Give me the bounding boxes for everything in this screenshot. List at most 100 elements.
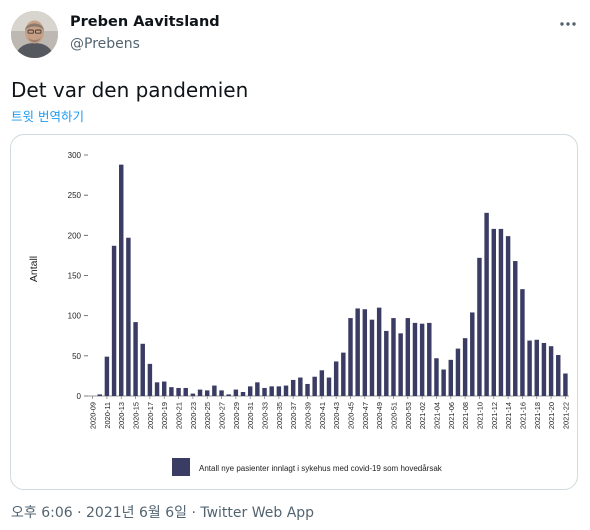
x-tick-label: 2020-17	[146, 402, 155, 429]
x-tick-label: 2020-23	[189, 402, 198, 429]
bar-2021-16	[520, 289, 525, 396]
bar-2020-22	[183, 387, 188, 396]
x-tick-label: 2021-22	[561, 402, 570, 429]
bar-2020-13	[119, 164, 124, 396]
bar-2020-36	[283, 385, 289, 396]
bar-2020-17	[147, 363, 153, 396]
bar-2020-15	[133, 322, 138, 396]
bar-2020-18	[154, 382, 160, 396]
bar-2020-20	[169, 387, 174, 396]
x-tick-label: 2021-04	[432, 402, 441, 429]
x-tick-label: 2020-11	[103, 402, 112, 429]
bar-2020-31	[247, 386, 253, 396]
bar-2021-07	[455, 348, 461, 396]
bar-2021-15	[513, 261, 518, 396]
bar-2020-14	[126, 237, 131, 396]
tweet-metadata: 오후 6:06 · 2021년 6월 6일 · Twitter Web App	[11, 502, 314, 522]
y-tick-label: 300	[68, 151, 82, 160]
bar-2020-19	[162, 381, 167, 396]
bar-2020-43	[333, 361, 339, 396]
x-tick-label: 2021-08	[461, 402, 470, 429]
x-tick-label: 2020-25	[203, 402, 212, 429]
y-tick-label: 0	[77, 392, 82, 401]
bar-2021-09	[470, 312, 475, 396]
bar-2020-35	[276, 386, 282, 396]
bar-2020-40	[312, 376, 317, 396]
bar-2020-16	[140, 343, 145, 396]
tweet-date[interactable]: 2021년 6월 6일	[86, 505, 187, 521]
x-tick-label: 2021-14	[504, 402, 513, 429]
bar-2020-41	[319, 370, 325, 396]
x-tick-label: 2020-09	[89, 402, 98, 429]
hospitalisation-bar-chart: 0 50 100 150 200 250 300 2020-09 2020-11 2020-13…	[28, 151, 570, 476]
y-tick-label: 50	[72, 352, 81, 361]
x-tick-label: 2020-51	[389, 402, 398, 429]
bar-2020-48	[369, 319, 375, 396]
bar-2021-14	[505, 236, 511, 396]
bar-2020-37	[290, 379, 296, 396]
x-tick-label: 2021-06	[447, 402, 456, 429]
avatar[interactable]	[11, 11, 58, 58]
bar-2020-42	[326, 377, 332, 396]
x-tick-label: 2020-45	[346, 402, 355, 429]
bar-2021-12	[491, 228, 496, 396]
author-handle[interactable]: @Prebens	[70, 36, 140, 52]
bar-2021-13	[498, 228, 504, 396]
bar-2021-02	[419, 323, 425, 396]
tweet-source[interactable]: Twitter Web App	[200, 505, 315, 521]
bar-2020-53	[405, 318, 411, 396]
x-tick-label: 2020-21	[175, 402, 184, 429]
bar-2021-05	[441, 369, 446, 396]
bar-2020-52	[398, 333, 403, 396]
bar-2020-30	[240, 391, 246, 396]
legend-swatch	[172, 458, 190, 476]
x-tick-label: 2020-15	[132, 402, 141, 429]
more-icon[interactable]	[558, 16, 578, 30]
bar-2021-20	[548, 346, 554, 396]
x-tick-label: 2020-37	[289, 402, 298, 429]
x-tick-label: 2021-12	[490, 402, 499, 429]
x-tick-label: 2020-53	[404, 402, 413, 429]
x-tick-label: 2020-35	[275, 402, 284, 429]
bar-2021-03	[427, 322, 432, 396]
x-tick-label: 2020-31	[246, 402, 255, 429]
bar-2021-18	[534, 339, 539, 396]
bar-2021-11	[484, 212, 489, 396]
separator: ·	[72, 505, 87, 521]
x-tick-label: 2020-29	[232, 402, 241, 429]
bar-2021-22	[563, 373, 568, 396]
x-tick-label: 2020-27	[218, 402, 227, 429]
bar-2021-21	[556, 355, 561, 396]
bar-2020-39	[305, 383, 310, 396]
bar-2020-32	[255, 382, 260, 396]
tweet-text: Det var den pandemien	[11, 78, 249, 102]
y-tick-label: 250	[68, 191, 82, 200]
avatar-photo	[11, 11, 58, 58]
x-tick-label: 2020-39	[304, 402, 313, 429]
y-tick-label: 100	[68, 312, 82, 321]
x-tick-label: 2020-41	[318, 402, 327, 429]
bar-2020-34	[269, 386, 274, 396]
x-tick-label: 2021-02	[418, 402, 427, 429]
x-tick-label: 2020-47	[361, 402, 370, 429]
x-tick-label: 2020-43	[332, 402, 341, 429]
x-tick-label: 2020-49	[375, 402, 384, 429]
bar-2020-38	[298, 377, 303, 396]
bar-2020-23	[190, 393, 196, 396]
bar-2020-26	[212, 385, 217, 396]
x-tick-label: 2021-20	[547, 402, 556, 429]
bar-2021-04	[434, 358, 439, 396]
bar-2020-11	[104, 356, 110, 396]
x-tick-label: 2020-33	[261, 402, 270, 429]
bar-2020-51	[391, 318, 396, 396]
bar-2020-45	[348, 318, 353, 396]
bar-2021-06	[448, 359, 454, 396]
bar-2020-49	[376, 307, 382, 396]
tweet-time[interactable]: 오후 6:06	[11, 505, 73, 521]
x-tick-label: 2020-19	[160, 402, 169, 429]
bar-2020-10	[97, 394, 102, 396]
bar-2020-12	[111, 245, 117, 396]
translate-link[interactable]: 트윗 번역하기	[11, 109, 84, 124]
author-name[interactable]: Preben Aavitsland	[70, 14, 220, 30]
chart-image-card[interactable]: 0 50 100 150 200 250 300 2020-09 2020-11 2020-13…	[10, 134, 578, 490]
